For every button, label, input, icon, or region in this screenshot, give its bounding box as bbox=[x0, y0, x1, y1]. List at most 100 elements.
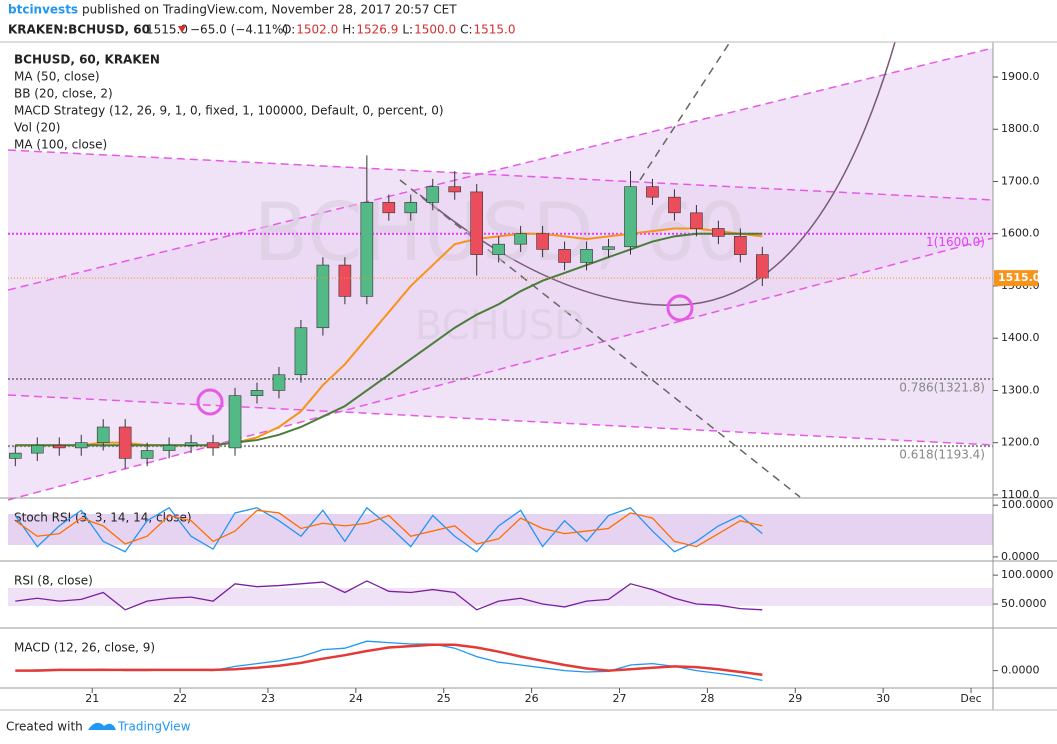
legend-item: MA (100, close) bbox=[14, 138, 107, 152]
price-badge bbox=[994, 270, 1038, 287]
candle-body bbox=[272, 374, 286, 391]
change: −65.0 (−4.11%) bbox=[190, 23, 288, 37]
trend-line bbox=[7, 394, 994, 446]
candle-body bbox=[492, 243, 505, 255]
legend-item: Vol (20) bbox=[14, 121, 60, 135]
trend-line bbox=[399, 179, 801, 498]
x-tick-label: 30 bbox=[876, 692, 890, 705]
arc bbox=[419, 41, 896, 306]
candle-body bbox=[690, 212, 703, 229]
y-tick-label: 1400.0 bbox=[1001, 331, 1040, 344]
x-tick-label: 28 bbox=[700, 692, 714, 705]
x-tick-label: 27 bbox=[613, 692, 627, 705]
legend-item: BCHUSD, 60, KRAKEN bbox=[14, 53, 160, 67]
candle-body bbox=[712, 228, 725, 237]
candle-body bbox=[118, 426, 132, 459]
fib-label: 0.618(1193.4) bbox=[899, 448, 985, 462]
x-tick-label: 23 bbox=[261, 692, 275, 705]
ohlc-value: 1502.0 bbox=[296, 23, 338, 37]
indicator-line bbox=[15, 643, 763, 677]
ohlc-label: H: bbox=[342, 23, 355, 37]
x-tick-label: 24 bbox=[349, 692, 363, 705]
price-badge-label: 1515.0 bbox=[998, 271, 1041, 284]
candle-body bbox=[294, 327, 308, 376]
indicator-line bbox=[14, 509, 763, 548]
published: published on TradingView.com, November 2… bbox=[82, 3, 457, 17]
candle-body bbox=[184, 442, 198, 446]
candle-body bbox=[338, 264, 352, 297]
trend-line bbox=[7, 237, 994, 501]
y-tick-label: 1600.0 bbox=[1001, 227, 1040, 240]
y-tick-label: 100.0000 bbox=[1001, 568, 1054, 581]
candle-body bbox=[316, 264, 330, 329]
band bbox=[8, 588, 993, 606]
y-tick-label: 1300.0 bbox=[1001, 383, 1040, 396]
x-tick-label: 22 bbox=[173, 692, 187, 705]
price: 1515.0 bbox=[146, 23, 188, 37]
y-tick-label: 1700.0 bbox=[1001, 174, 1040, 187]
candle-body bbox=[382, 202, 396, 214]
candle-body bbox=[668, 196, 681, 214]
candle-body bbox=[228, 395, 242, 449]
candle-body bbox=[30, 444, 44, 454]
legend-item: MACD Strategy (12, 26, 9, 1, 0, fixed, 1… bbox=[14, 104, 444, 118]
candle-body bbox=[646, 186, 659, 198]
footer-text: Created with bbox=[6, 720, 83, 734]
candle-body bbox=[536, 233, 549, 250]
candle-body bbox=[580, 249, 593, 263]
y-tick-label: 1200.0 bbox=[1001, 436, 1040, 449]
candle-body bbox=[624, 186, 637, 248]
indicator-line bbox=[15, 580, 763, 611]
logo bbox=[88, 722, 116, 730]
candle-body bbox=[426, 186, 440, 203]
ma-line bbox=[15, 232, 763, 447]
brand[interactable]: TradingView bbox=[117, 720, 191, 734]
candle-body bbox=[602, 246, 615, 250]
candle-body bbox=[514, 233, 527, 245]
symbol: KRAKEN:BCHUSD, 60 bbox=[8, 23, 150, 37]
candle-body bbox=[360, 202, 374, 297]
marker bbox=[196, 388, 224, 416]
ohlc-label: C: bbox=[460, 23, 472, 37]
channel bbox=[8, 150, 993, 445]
watermark: BCHUSD, 60 bbox=[253, 186, 746, 279]
candle-body bbox=[470, 191, 483, 255]
candle-body bbox=[558, 249, 571, 263]
panel-title: RSI (8, close) bbox=[14, 574, 93, 588]
candle-body bbox=[404, 202, 418, 214]
candle-body bbox=[206, 442, 220, 449]
ohlc-value: 1526.9 bbox=[356, 23, 398, 37]
x-tick-label: 21 bbox=[85, 692, 99, 705]
y-tick-label: 1800.0 bbox=[1001, 122, 1040, 135]
watermark: BCHUSD bbox=[415, 303, 585, 349]
y-tick-label: 1900.0 bbox=[1001, 70, 1040, 83]
trend-line bbox=[7, 149, 994, 201]
fib-label: 1(1600.0) bbox=[926, 235, 985, 249]
candle-body bbox=[96, 426, 110, 443]
candle-body bbox=[162, 444, 176, 451]
x-tick-label: 26 bbox=[525, 692, 539, 705]
panel-title: MACD (12, 26, close, 9) bbox=[14, 641, 155, 655]
legend-item: MA (50, close) bbox=[14, 70, 100, 84]
author[interactable]: btcinvests bbox=[8, 3, 78, 17]
watermark: BCHUSD, 60 BCHUSD bbox=[253, 186, 746, 349]
candle-body bbox=[734, 236, 747, 255]
candle-body bbox=[74, 442, 88, 449]
y-tick-label: 1100.0 bbox=[1001, 488, 1040, 501]
band bbox=[8, 514, 993, 545]
indicator-line bbox=[14, 506, 763, 553]
candle-body bbox=[448, 186, 462, 193]
candle-body bbox=[140, 450, 154, 459]
fib-label: 0.786(1321.8) bbox=[899, 381, 985, 395]
x-tick-label: 29 bbox=[788, 692, 802, 705]
legend-item: BB (20, close, 2) bbox=[14, 87, 113, 101]
down-arrow bbox=[178, 26, 186, 33]
candle-body bbox=[52, 444, 66, 449]
y-tick-label: 0.0000 bbox=[1001, 664, 1040, 677]
candle-body bbox=[756, 254, 769, 279]
x-tick-label: Dec bbox=[960, 692, 981, 705]
y-tick-label: 100.0000 bbox=[1001, 498, 1054, 511]
ohlc-label: L: bbox=[402, 23, 413, 37]
candle-body bbox=[250, 390, 264, 396]
